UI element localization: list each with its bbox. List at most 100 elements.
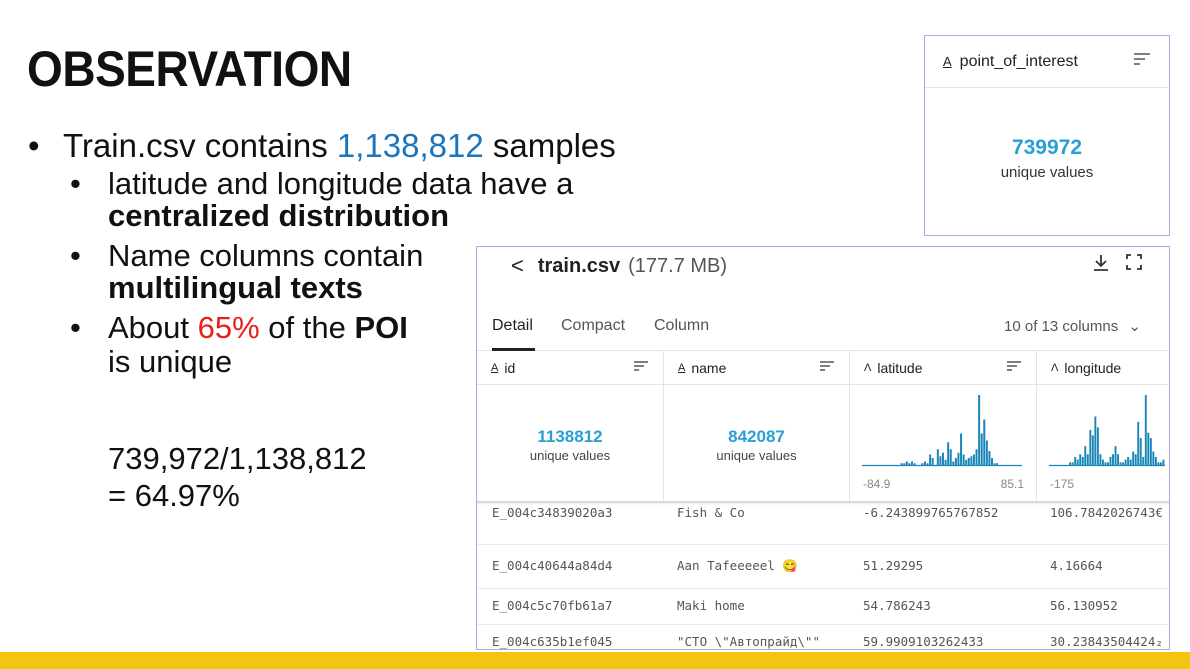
longitude-histogram-bar	[1114, 446, 1117, 465]
bullet-list: Train.csv contains 1,138,812 samples lat…	[28, 126, 688, 380]
longitude-histogram-bar	[1132, 451, 1135, 465]
tab-detail[interactable]: Detail	[492, 317, 533, 334]
unique-count: 842087	[728, 427, 785, 446]
latitude-histogram-bar	[996, 463, 999, 465]
latitude-histogram-bar	[954, 458, 957, 465]
latitude-histogram-bar	[991, 458, 994, 465]
back-chevron-icon[interactable]: <	[511, 253, 524, 278]
longitude-histogram-bar	[1139, 438, 1142, 465]
longitude-histogram-bar	[1124, 459, 1127, 465]
latitude-histogram-bar	[931, 458, 934, 465]
longitude-histogram-bar	[1104, 462, 1107, 465]
latitude-histogram-bar	[965, 459, 968, 465]
longitude-histogram-bar	[1069, 462, 1072, 465]
latitude-histogram[interactable]	[862, 391, 1022, 475]
poi-percent: 65%	[197, 310, 260, 345]
column-count-dropdown[interactable]: 10 of 13 columns ⌄	[1004, 317, 1141, 335]
cell-name: Fish & Co	[677, 505, 745, 520]
table-row[interactable]: E_004c635b1ef045 "СТО \"Автопрайд\"" 59.…	[477, 625, 1169, 649]
column-header-name[interactable]: A name	[664, 351, 849, 385]
latitude-histogram-bar	[967, 458, 970, 465]
latitude-histogram-bar	[988, 451, 991, 465]
latitude-histogram-bar	[978, 395, 981, 465]
column-name: longitude	[1064, 359, 1122, 376]
longitude-histogram-bar	[1154, 456, 1157, 465]
viewer-toolbar: < train.csv (177.7 MB)	[477, 247, 1169, 285]
table-row[interactable]: E_004c40644a84d4 Aan Tafeeeeel 😋 51.2929…	[477, 545, 1169, 589]
longitude-histogram-bar	[1107, 462, 1109, 465]
file-size: (177.7 MB)	[628, 254, 728, 277]
latitude-histogram-bar	[993, 463, 996, 465]
column-header-latitude[interactable]: Λ latitude	[850, 351, 1036, 385]
longitude-histogram-bar	[1122, 462, 1125, 465]
latitude-histogram-bar	[903, 463, 906, 465]
latitude-histogram-bar	[911, 461, 914, 465]
longitude-histogram-bar	[1109, 456, 1112, 465]
bullet-text: samples	[483, 127, 616, 164]
bullet-bold: multilingual texts	[108, 270, 363, 305]
latitude-histogram-bar	[926, 463, 929, 465]
cell-name: Maki home	[677, 598, 745, 613]
cell-id: E_004c34839020a3	[492, 505, 613, 520]
longitude-histogram-bar	[1162, 459, 1165, 465]
column-summary-latitude: Λ latitude -84.9 85.1	[850, 351, 1037, 503]
cell-longitude: 4.16664	[1050, 558, 1103, 573]
download-icon[interactable]	[1091, 253, 1111, 278]
longitude-histogram-bar	[1099, 454, 1102, 465]
sort-icon[interactable]	[819, 359, 835, 375]
latitude-histogram-bar	[957, 452, 960, 465]
active-tab-indicator	[492, 348, 535, 351]
bullet-distribution: latitude and longitude data have a centr…	[28, 166, 668, 234]
poi-unique-label: unique values	[1000, 164, 1094, 181]
longitude-histogram-bar	[1117, 454, 1120, 465]
bullet-multilingual: Name columns contain multilingual texts	[28, 238, 688, 306]
column-count-label: 10 of 13 columns	[1004, 318, 1119, 335]
fullscreen-icon[interactable]	[1125, 253, 1143, 276]
unique-count: 1138812	[537, 427, 603, 446]
column-summary-id: A id 1138812 unique values	[477, 351, 664, 503]
poi-unique-count: 739972	[1011, 136, 1083, 159]
ratio-result: = 64.97%	[108, 478, 240, 513]
header-shadow	[477, 501, 1169, 505]
latitude-histogram-bar	[962, 454, 965, 465]
column-header-id[interactable]: A id	[477, 351, 663, 385]
cell-latitude: 51.29295	[863, 558, 924, 573]
latitude-histogram-bar	[923, 461, 926, 465]
bullet-poi-unique: About 65% of the POI is unique	[28, 310, 688, 380]
string-type-icon: A	[943, 54, 952, 69]
ratio-fraction: 739,972/1,138,812	[108, 441, 367, 476]
table-row[interactable]: E_004c34839020a3 Fish & Co -6.2438997657…	[477, 503, 1169, 545]
latitude-histogram-bar	[980, 433, 983, 465]
string-type-icon: A	[678, 361, 686, 374]
longitude-histogram-bar	[1094, 416, 1097, 465]
longitude-histogram-bar	[1134, 454, 1137, 465]
column-name: name	[691, 359, 727, 376]
longitude-histogram[interactable]	[1049, 391, 1165, 475]
column-header-longitude[interactable]: Λ longitude	[1037, 351, 1169, 385]
sort-icon[interactable]	[633, 359, 649, 375]
longitude-histogram-bar	[1096, 427, 1099, 465]
latitude-histogram-bar	[952, 461, 955, 465]
cell-latitude: 54.786243	[863, 598, 931, 613]
bullet-text: latitude and longitude data have a	[108, 166, 574, 201]
sort-icon[interactable]	[1006, 359, 1022, 375]
latitude-histogram-bar	[936, 449, 939, 465]
tab-compact[interactable]: Compact	[561, 317, 626, 334]
longitude-histogram-bar	[1086, 454, 1089, 465]
table-row[interactable]: E_004c5c70fb61a7 Maki home 54.786243 56.…	[477, 589, 1169, 625]
column-name: id	[504, 359, 516, 376]
column-summary-name: A name 842087 unique values	[664, 351, 850, 503]
latitude-histogram-bar	[929, 454, 932, 465]
bullet-bold: centralized distribution	[108, 198, 450, 233]
longitude-histogram-bar	[1074, 456, 1077, 465]
sort-icon[interactable]	[1133, 52, 1151, 71]
latitude-histogram-bar	[972, 454, 975, 465]
latitude-min: -84.9	[863, 477, 891, 491]
longitude-histogram-bar	[1112, 454, 1114, 465]
column-name: latitude	[877, 359, 923, 376]
longitude-histogram-bar	[1129, 459, 1132, 465]
tab-column[interactable]: Column	[654, 317, 710, 334]
cell-longitude: 56.130952	[1050, 598, 1118, 613]
latitude-max: 85.1	[1000, 477, 1024, 491]
poi-column-header[interactable]: A point_of_interest	[925, 36, 1169, 88]
